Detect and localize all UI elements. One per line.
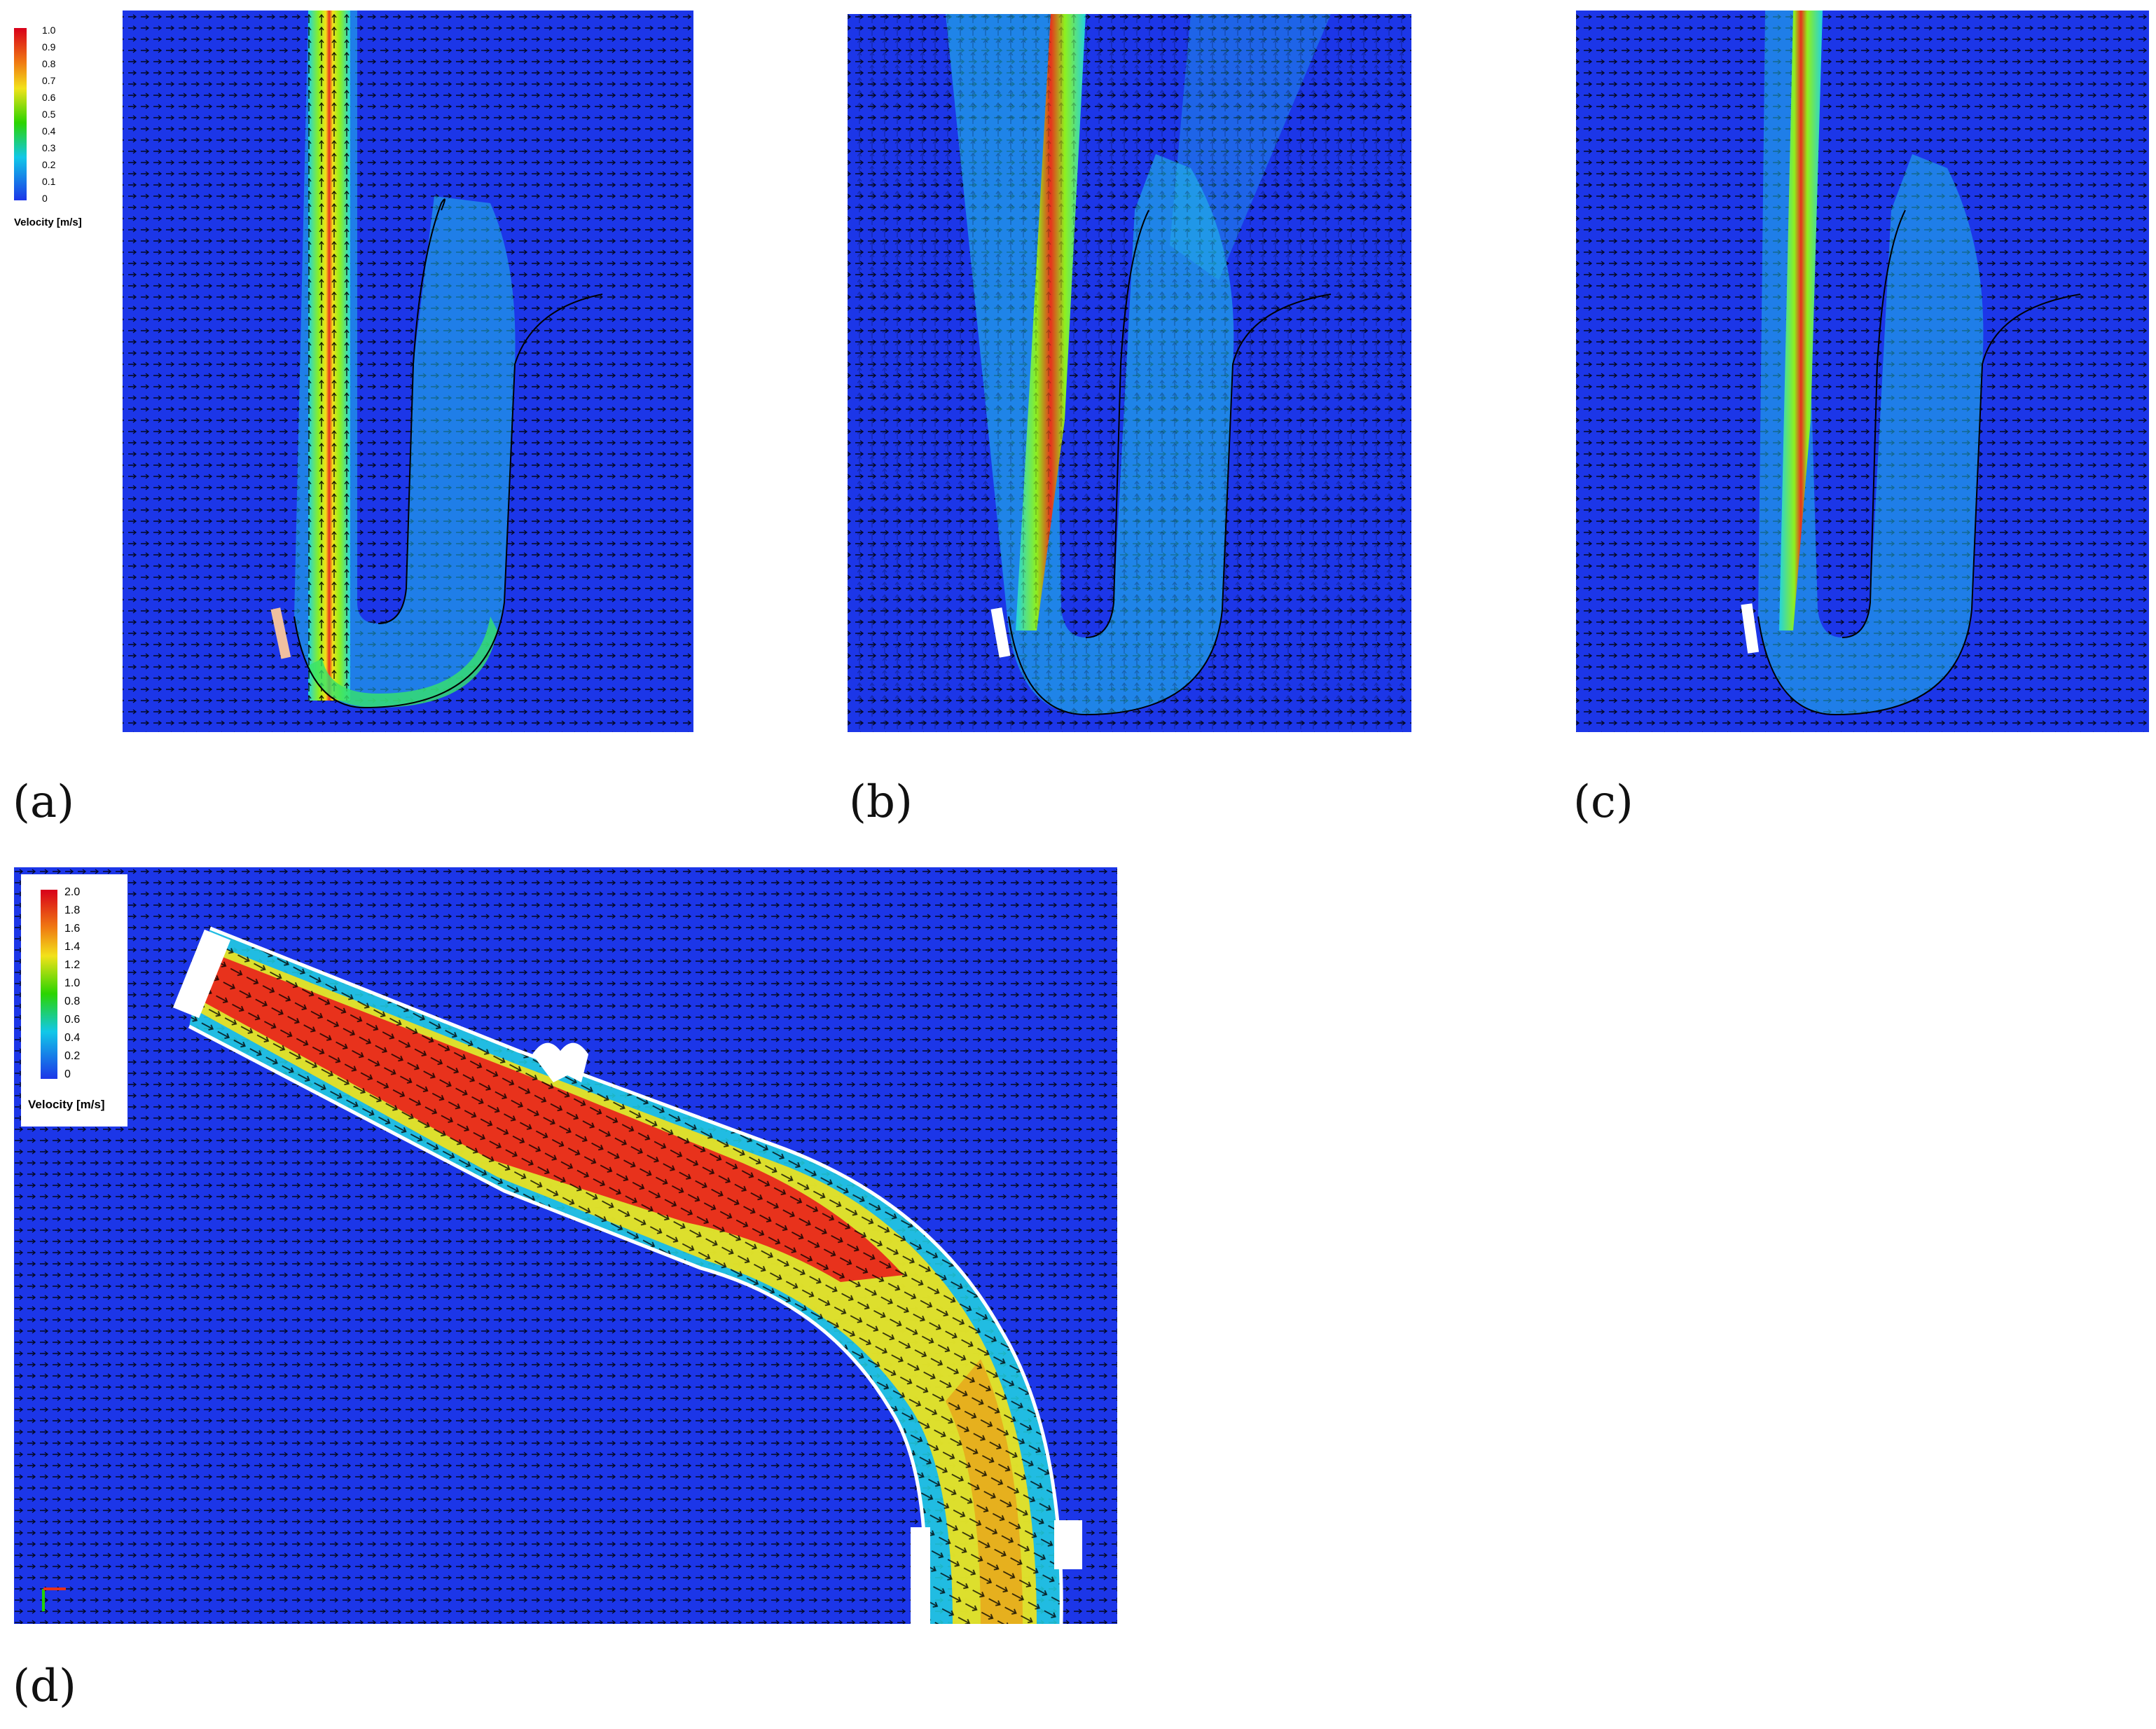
inlet-fitting (172, 929, 231, 1019)
panel-c: (c) (1569, 0, 2156, 828)
probe-b (990, 607, 1011, 658)
legend-tick: 0.3 (42, 142, 56, 153)
panel-label-d: (d) (13, 1660, 76, 1712)
flow-field-a: 1.0 0.9 0.8 0.7 0.6 0.5 0.4 0.3 0.2 0.1 … (14, 11, 693, 732)
legend-tick: 0.6 (42, 92, 56, 103)
panel-b: (b) (841, 0, 1436, 828)
axis-triad-icon (42, 1587, 66, 1611)
outlet-fitting-right (1054, 1520, 1082, 1569)
legend-tick: 1.8 (64, 904, 80, 916)
legend-tick: 0.4 (42, 125, 56, 137)
legend-tick: 0.5 (42, 109, 56, 120)
legend-tick: 0.2 (42, 159, 56, 170)
flow-field-c (1576, 11, 2149, 732)
legend-tick: 0.9 (42, 41, 56, 53)
legend-tick: 0.7 (42, 75, 56, 86)
panel-a: 1.0 0.9 0.8 0.7 0.6 0.5 0.4 0.3 0.2 0.1 … (0, 0, 700, 828)
flow-field-d: 2.0 1.8 1.6 1.4 1.2 1.0 0.8 0.6 0.4 0.2 … (14, 867, 1117, 1625)
panel-label-c: (c) (1573, 776, 1633, 828)
outlet-fitting-left (911, 1527, 930, 1624)
legend-tick: 1.4 (64, 941, 80, 953)
legend-tick: 2.0 (64, 886, 80, 898)
legend-tick: 0.8 (42, 58, 56, 69)
legend-tick: 0.8 (64, 996, 80, 1007)
legend-tick: 0.2 (64, 1050, 80, 1062)
flow-field-b (848, 14, 1411, 732)
legend-tick: 1.0 (64, 977, 80, 989)
probe-a (270, 607, 291, 659)
legend-title: Velocity [m/s] (28, 1098, 105, 1111)
legend-tick: 1.6 (64, 923, 80, 935)
legend-tick: 1.0 (42, 25, 56, 36)
velocity-legend-d: 2.0 1.8 1.6 1.4 1.2 1.0 0.8 0.6 0.4 0.2 … (21, 874, 127, 1127)
legend-tick: 1.2 (64, 959, 80, 971)
legend-tick: 0 (64, 1068, 71, 1080)
panel-d: 2.0 1.8 1.6 1.4 1.2 1.0 0.8 0.6 0.4 0.2 … (0, 855, 1135, 1729)
legend-tick: 0.1 (42, 176, 56, 187)
sensor-fitting (532, 1042, 588, 1082)
legend-tick: 0.4 (64, 1032, 80, 1044)
legend-tick: 0 (42, 193, 48, 204)
velocity-legend-a: 1.0 0.9 0.8 0.7 0.6 0.5 0.4 0.3 0.2 0.1 … (14, 25, 82, 228)
legend-title: Velocity [m/s] (14, 216, 82, 228)
probe-c (1741, 603, 1760, 654)
panel-label-a: (a) (13, 776, 75, 828)
panel-label-b: (b) (849, 776, 913, 828)
legend-tick: 0.6 (64, 1014, 80, 1026)
